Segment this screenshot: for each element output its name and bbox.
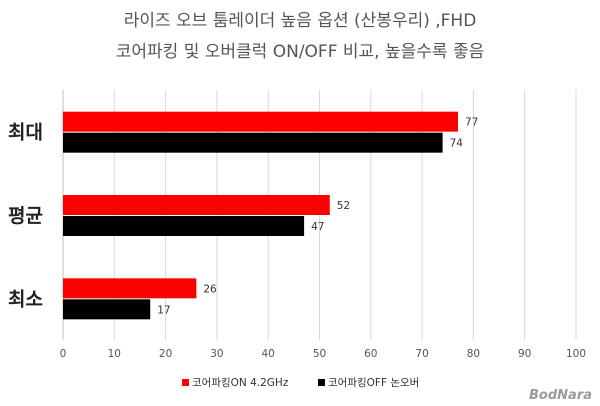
x-tick-label: 40 <box>262 348 275 360</box>
x-tick-label: 20 <box>159 348 172 360</box>
x-tick-label: 50 <box>313 348 326 360</box>
x-tick-label: 100 <box>566 348 586 360</box>
chart-title-line-1: 라이즈 오브 툼레이더 높음 옵션 (산봉우리) ,FHD <box>124 11 477 31</box>
watermark-logo: BodNara <box>529 388 592 403</box>
bar-off-2 <box>63 299 151 320</box>
x-tick-label: 90 <box>518 348 531 360</box>
data-label: 17 <box>157 304 170 316</box>
data-label: 47 <box>311 221 324 233</box>
bar-on-1 <box>63 195 330 215</box>
category-label: 최대 <box>8 122 43 144</box>
bar-off-0 <box>63 132 443 153</box>
x-tick-label: 10 <box>108 348 121 360</box>
chart-title: 라이즈 오브 툼레이더 높음 옵션 (산봉우리) ,FHD 코어파킹 및 오버클… <box>116 11 484 62</box>
legend-swatch <box>182 379 189 386</box>
data-label: 26 <box>203 283 217 295</box>
bar-on-0 <box>63 111 459 132</box>
x-axis-ticks: 0 10 20 30 40 50 60 70 80 90 100 <box>60 348 586 360</box>
legend-label: 코어파킹OFF 논오버 <box>328 377 419 389</box>
bar-on-2 <box>63 278 197 299</box>
legend-label: 코어파킹ON 4.2GHz <box>192 377 289 389</box>
x-tick-label: 30 <box>210 348 223 360</box>
bar-off-1 <box>63 216 305 236</box>
data-label: 52 <box>337 200 350 212</box>
chart-title-line-2: 코어파킹 및 오버클럭 ON/OFF 비교, 높을수록 좋음 <box>116 42 484 62</box>
x-tick-label: 60 <box>364 348 377 360</box>
x-tick-label: 0 <box>60 348 67 360</box>
data-label: 77 <box>465 117 478 129</box>
category-label: 최소 <box>8 288 43 310</box>
x-tick-label: 70 <box>415 348 428 360</box>
category-label: 평균 <box>8 205 43 227</box>
x-tick-label: 80 <box>467 348 480 360</box>
legend: 코어파킹ON 4.2GHz 코어파킹OFF 논오버 <box>182 377 419 389</box>
data-label: 74 <box>450 138 464 150</box>
legend-swatch <box>318 379 325 386</box>
